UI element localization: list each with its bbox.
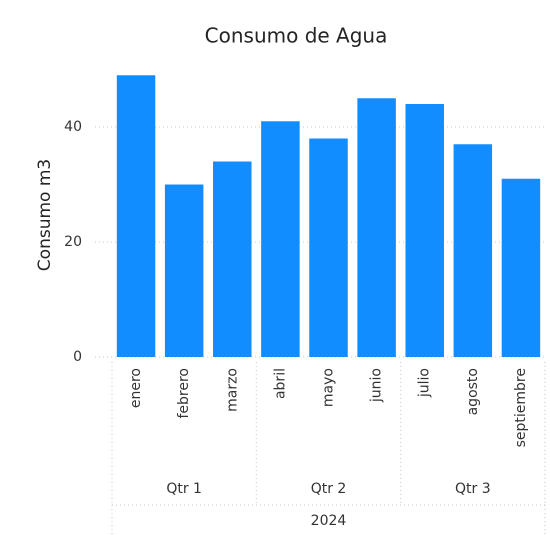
quarter-label: Qtr 2 xyxy=(311,481,347,497)
y-tick-label: 40 xyxy=(64,119,82,135)
bar xyxy=(453,144,493,357)
x-tick-label: febrero xyxy=(176,368,192,419)
chart-title: Consumo de Agua xyxy=(205,24,388,48)
bar xyxy=(405,104,444,357)
bar xyxy=(164,184,204,357)
x-tick-label: agosto xyxy=(465,368,481,415)
x-tick-label: julio xyxy=(417,368,433,398)
y-axis-title: Consumo m3 xyxy=(35,159,55,271)
bar xyxy=(261,121,300,357)
x-tick-label: abril xyxy=(272,368,288,399)
x-tick-label: septiembre xyxy=(513,368,529,447)
bar xyxy=(357,98,396,357)
year-label: 2024 xyxy=(311,513,347,529)
bar xyxy=(501,178,541,357)
x-tick-label: junio xyxy=(369,368,385,403)
y-tick-label: 0 xyxy=(73,349,82,365)
quarter-label: Qtr 3 xyxy=(455,481,491,497)
x-tick-label: enero xyxy=(128,368,144,408)
y-tick-label: 20 xyxy=(64,234,82,250)
x-tick-label: marzo xyxy=(224,368,240,412)
bar xyxy=(213,161,252,357)
bar xyxy=(116,75,156,357)
bar xyxy=(309,138,348,357)
quarter-label: Qtr 1 xyxy=(166,481,202,497)
x-tick-label: mayo xyxy=(321,368,337,407)
